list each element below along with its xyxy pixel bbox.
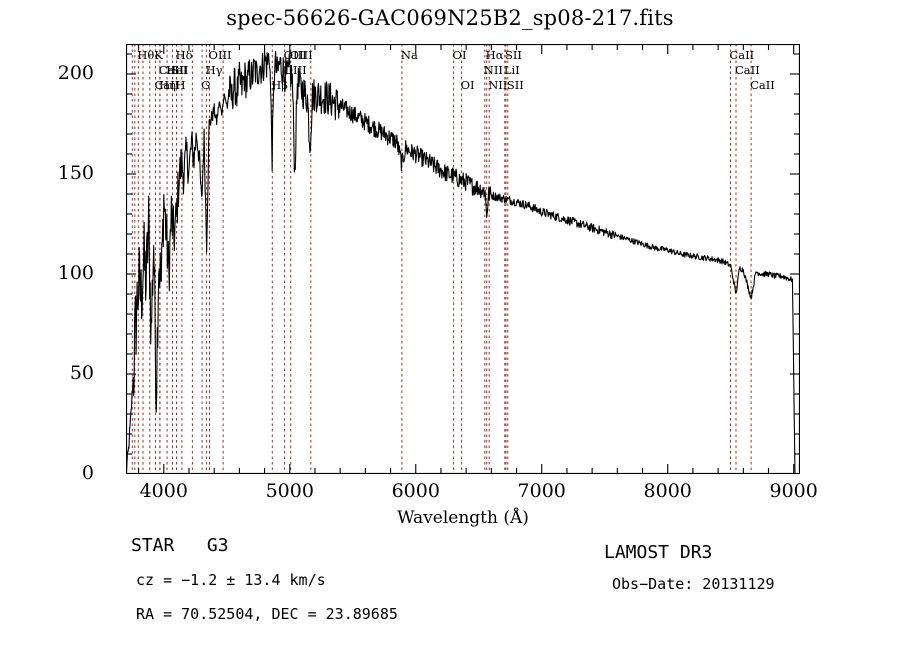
spectral-line-label: NII — [488, 78, 508, 92]
y-tick-label: 100 — [57, 262, 94, 284]
page-title: spec-56626-GAC069N25B2_sp08-217.fits — [226, 6, 674, 30]
spectral-line-label: OIII — [283, 63, 307, 77]
x-tick-label: 6000 — [391, 480, 440, 502]
spectral-line-label: OIII — [283, 48, 307, 62]
footer-survey: LAMOST DR3 — [604, 542, 713, 563]
footer-cz: cz = −1.2 ± 13.4 km/s — [136, 571, 326, 589]
plot-frame — [126, 44, 800, 474]
y-tick-label: 0 — [81, 462, 94, 484]
spectral-class-text: G3 — [206, 535, 229, 556]
footer-coords: RA = 70.52504, DEC = 23.89685 — [136, 605, 398, 623]
footer-object-type: STAR G3 — [131, 535, 229, 556]
spectrum-svg — [126, 44, 800, 474]
y-tick-label: 50 — [69, 362, 94, 384]
y-tick-label: 200 — [57, 62, 94, 84]
spectral-line-label: Hα — [485, 48, 504, 62]
spectral-line-label: CaII — [750, 78, 775, 92]
spectral-line-label: CaII — [729, 48, 755, 62]
spectral-line-label: Hη — [159, 78, 176, 92]
spectral-line-label: SII — [504, 48, 522, 62]
spectral-line-label: Hθ — [137, 48, 155, 62]
spectral-line-label: OI — [452, 48, 467, 62]
spectral-line-label: SII — [506, 78, 524, 92]
x-tick-label: 7000 — [517, 480, 566, 502]
spectrum-trace — [126, 49, 796, 474]
spectral-line-label: CaII — [735, 63, 760, 77]
spectral-line-label: Hγ — [205, 63, 223, 77]
axis-ticks — [126, 44, 800, 474]
spectral-line-label: OIII — [208, 48, 232, 62]
x-axis-label: Wavelength (Å) — [397, 508, 529, 528]
spectral-line-label: HeI — [166, 63, 188, 77]
line-markers — [131, 44, 752, 474]
object-type-text: STAR — [131, 535, 175, 556]
x-tick-label: 5000 — [265, 480, 314, 502]
spectral-line-label: Na — [400, 48, 418, 62]
spectral-line-label: K — [154, 48, 163, 62]
x-tick-label: 4000 — [139, 480, 188, 502]
spectral-line-label: SII — [171, 63, 189, 77]
y-tick-label: 150 — [57, 162, 94, 184]
spectral-line-label: H — [175, 78, 186, 92]
spectral-line-label: Hβ — [271, 78, 288, 92]
x-tick-label: 9000 — [769, 480, 818, 502]
spectral-line-label: CaII — [158, 63, 184, 77]
spectrum-plot — [126, 44, 800, 474]
spectral-line-label: LiI — [503, 63, 520, 77]
spectral-line-label: OI — [460, 78, 475, 92]
spectral-line-label: Hδ — [175, 48, 193, 62]
spectral-line-label: G — [201, 78, 211, 92]
footer-obs-date: Obs−Date: 20131129 — [612, 575, 775, 593]
spectral-line-label: OIII — [289, 48, 313, 62]
x-tick-label: 8000 — [643, 480, 692, 502]
spectral-line-label: CaII — [154, 78, 180, 92]
spectral-line-label: NII — [483, 63, 503, 77]
